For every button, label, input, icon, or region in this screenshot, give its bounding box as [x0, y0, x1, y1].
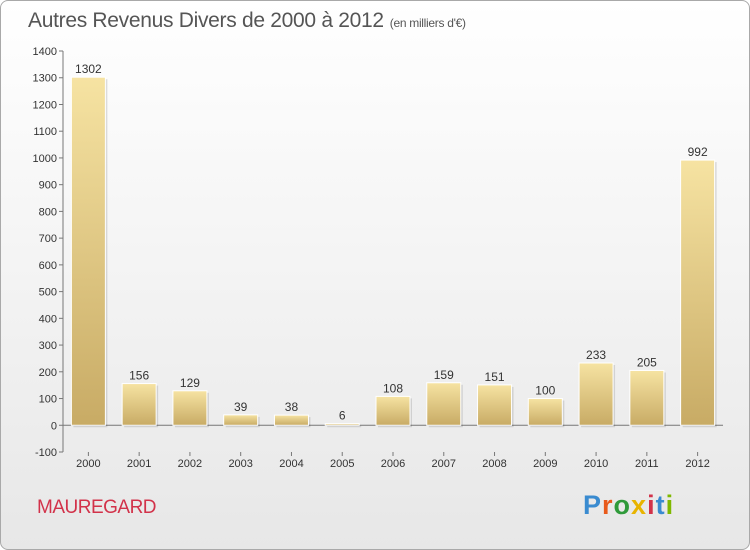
chart-labels: 1302 156 129 39 38 6 108 159 151 100 233 205 992	[75, 62, 708, 422]
bar-value-label: 159	[434, 368, 454, 382]
bar-value-label: 156	[129, 369, 149, 383]
y-tick-label: 1100	[33, 126, 57, 138]
bar-value-label: 6	[339, 409, 346, 423]
y-tick-label: 400	[39, 313, 57, 325]
bar	[680, 159, 716, 426]
bar-value-label: 1302	[75, 62, 102, 76]
bar-shadow	[327, 425, 362, 428]
bar-value-label: 129	[180, 376, 200, 390]
y-tick-label: 700	[39, 233, 57, 245]
x-tick-label: 2002	[178, 458, 202, 470]
logo-letter: x	[631, 490, 648, 520]
x-tick-label: 2005	[330, 458, 354, 470]
bar-value-label: 151	[485, 370, 505, 384]
bar	[477, 384, 513, 426]
x-tick-label: 2006	[381, 458, 405, 470]
chart-subtitle: (en milliers d'€)	[389, 16, 466, 30]
chart-title-text: Autres Revenus Divers de 2000 à 2012	[28, 9, 384, 32]
y-tick-label: 600	[39, 260, 57, 272]
logo-letter: i	[647, 490, 656, 520]
bar-value-label: 38	[285, 400, 299, 414]
x-tick-label: 2004	[279, 458, 303, 470]
y-tick-label: 100	[39, 394, 57, 406]
bar	[629, 369, 665, 426]
bar-value-label: 108	[383, 381, 403, 395]
bar	[172, 390, 208, 426]
bar-value-label: 205	[637, 355, 657, 369]
bar	[426, 382, 462, 426]
y-tick-label: -100	[35, 447, 57, 459]
y-tick-label: 1300	[33, 73, 57, 85]
bar-value-label: 992	[688, 145, 708, 159]
bar	[375, 395, 411, 426]
bar	[578, 362, 614, 426]
x-tick-label: 2011	[635, 458, 659, 470]
y-tick-label: 300	[39, 340, 57, 352]
x-tick-label: 2001	[127, 458, 151, 470]
bar-value-label: 233	[586, 348, 606, 362]
y-tick-label: 1400	[33, 46, 57, 58]
logo-letter: i	[665, 490, 675, 520]
x-tick-label: 2012	[685, 458, 709, 470]
x-tick-label: 2000	[76, 458, 100, 470]
y-tick-label: 0	[51, 420, 57, 432]
x-tick-label: 2009	[533, 458, 557, 470]
proxiti-logo: Proxiti	[583, 490, 674, 521]
bar	[223, 414, 259, 426]
logo-letter: o	[613, 490, 632, 520]
chart-bars	[70, 76, 717, 428]
x-tick-label: 2003	[228, 458, 252, 470]
y-tick-label: 500	[39, 287, 57, 299]
logo-letter: t	[655, 490, 666, 520]
bar	[273, 414, 309, 426]
x-tick-label: 2007	[432, 458, 456, 470]
chart-title: Autres Revenus Divers de 2000 à 2012 (en …	[28, 9, 466, 33]
bar	[527, 398, 563, 426]
logo-letter: r	[602, 490, 614, 520]
bar	[70, 76, 106, 426]
y-tick-label: 800	[39, 206, 57, 218]
commune-name: MAUREGARD	[37, 497, 157, 518]
bar	[324, 423, 360, 426]
logo-letter: P	[583, 490, 603, 520]
bar-value-label: 100	[535, 384, 555, 398]
y-tick-label: 1200	[33, 99, 57, 111]
x-tick-label: 2008	[482, 458, 506, 470]
y-tick-label: 200	[39, 367, 57, 379]
bar-value-label: 39	[234, 400, 248, 414]
bar	[121, 383, 157, 426]
y-tick-label: 1000	[33, 153, 57, 165]
x-tick-label: 2010	[584, 458, 608, 470]
y-tick-label: 900	[39, 180, 57, 192]
